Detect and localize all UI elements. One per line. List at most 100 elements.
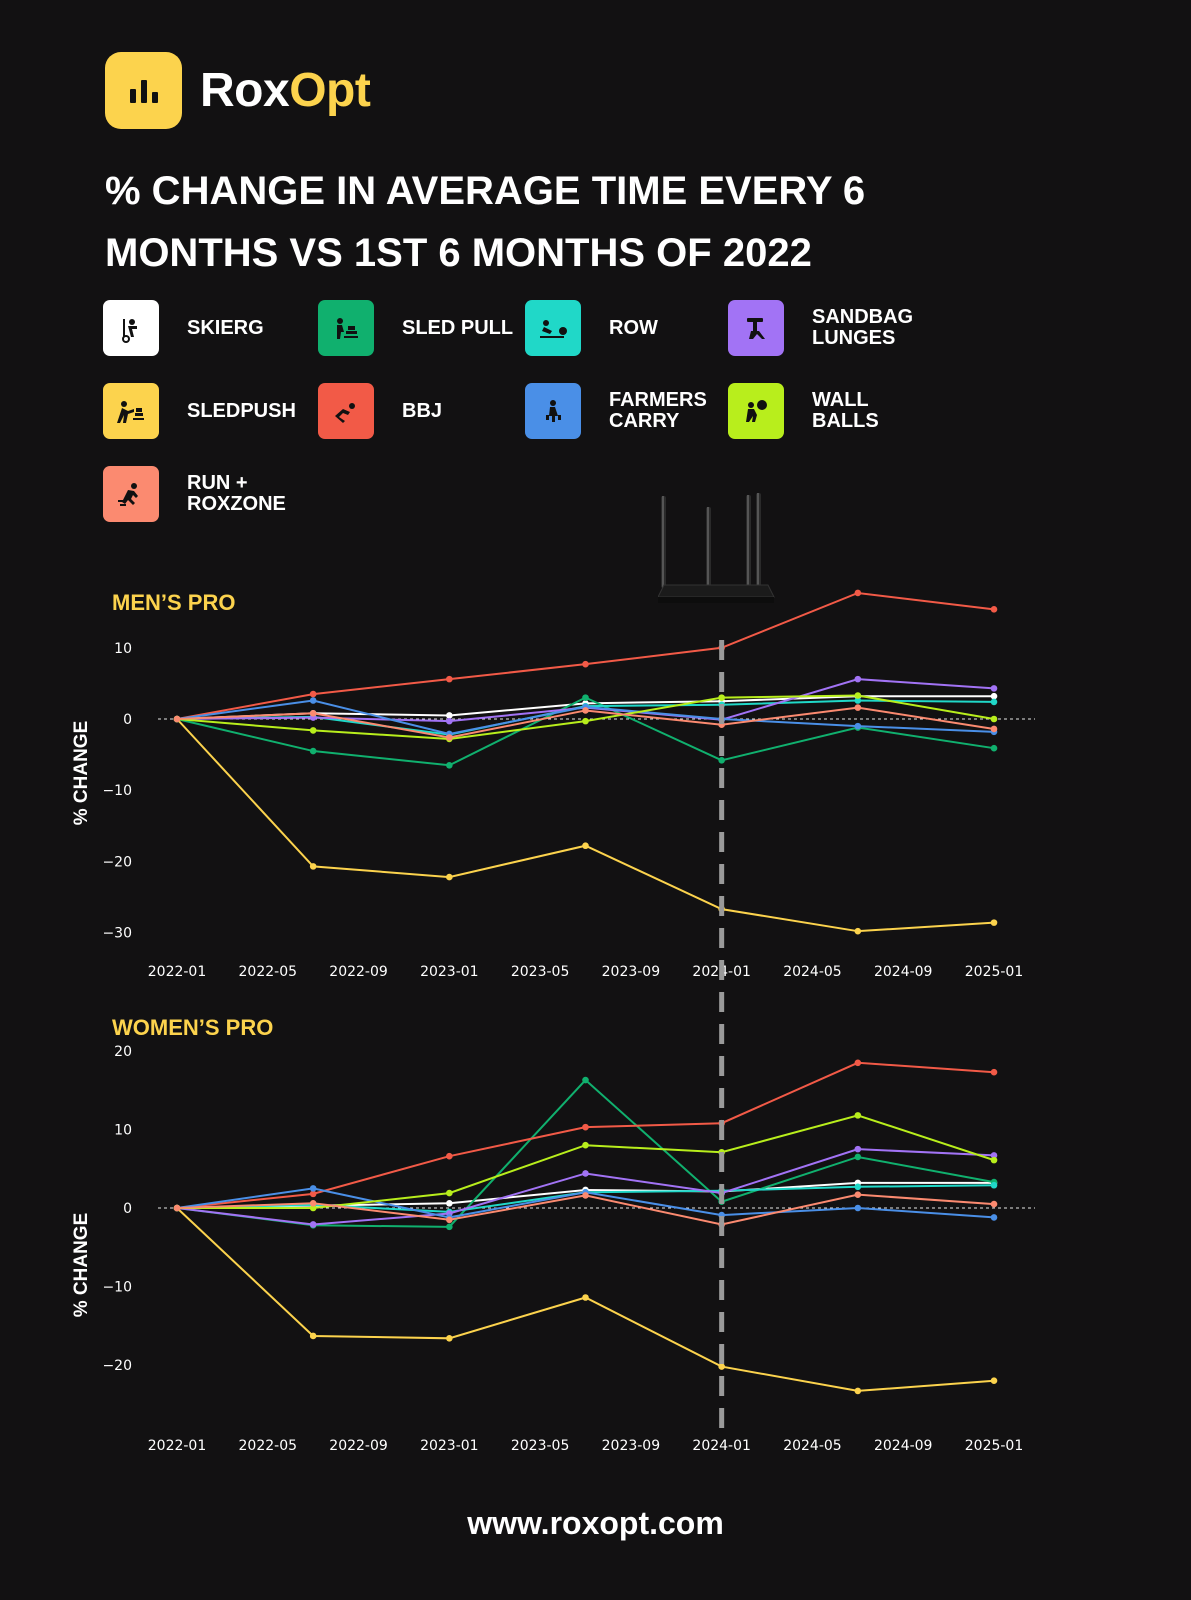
brand-name: RoxOpt — [200, 63, 371, 118]
data-point — [173, 1204, 181, 1212]
data-point — [309, 863, 317, 870]
data-point — [718, 694, 725, 701]
data-point — [854, 1387, 862, 1395]
legend-label: SLEDPUSH — [187, 399, 296, 422]
series-run-roxzone — [173, 1191, 998, 1228]
x-tick-label: 2023-05 — [511, 1438, 570, 1454]
data-point — [309, 1332, 317, 1340]
legend-item: BBJ — [318, 383, 527, 439]
series-wall-balls — [173, 692, 998, 743]
data-point — [582, 1123, 589, 1131]
data-point — [582, 717, 589, 725]
data-point — [446, 873, 453, 881]
data-point — [582, 1076, 589, 1084]
data-point — [309, 697, 317, 704]
data-point — [446, 1152, 453, 1160]
data-point — [854, 692, 862, 699]
data-point — [854, 1112, 862, 1119]
data-point — [309, 690, 317, 698]
data-point — [582, 1294, 589, 1301]
data-point — [446, 1223, 453, 1231]
y-tick-label: 10 — [114, 641, 132, 657]
data-point — [990, 685, 998, 692]
x-tick-label: 2024-05 — [783, 1438, 842, 1454]
skierg-icon — [103, 300, 159, 356]
brand-name-part2: Opt — [289, 64, 371, 117]
x-tick-label: 2024-01 — [692, 1438, 751, 1454]
data-point — [309, 747, 317, 755]
x-tick-label: 2025-01 — [965, 1438, 1024, 1454]
data-point — [582, 660, 589, 668]
y-axis-label: % CHANGE — [71, 721, 92, 826]
x-tick-label: 2024-09 — [874, 1438, 933, 1454]
legend-label: SANDBAG LUNGES — [812, 306, 914, 349]
chart-panel: MEN’S PRO % CHANGE 10 0 −10 −20 −30 2022-01 2022… — [71, 589, 1035, 980]
run-roxzone-icon — [103, 466, 159, 522]
legend-label: SKIERG — [187, 316, 264, 339]
data-point — [854, 722, 862, 730]
brand-header: RoxOpt — [105, 52, 371, 129]
legend-item: SANDBAG LUNGES — [728, 300, 937, 356]
data-point — [854, 1204, 862, 1212]
data-point — [582, 707, 589, 714]
data-point — [854, 927, 862, 935]
data-point — [854, 697, 862, 704]
legend-label: ROW — [609, 316, 658, 339]
data-point — [309, 710, 317, 717]
data-point — [854, 704, 862, 711]
x-tick-label: 2022-01 — [148, 964, 207, 980]
data-point — [854, 1145, 862, 1153]
chart-panel: WOMEN’S PRO % CHANGE 20 10 0 −10 −20 2022-01 202… — [71, 1015, 1035, 1454]
x-tick-label: 2023-05 — [511, 964, 570, 980]
data-point — [990, 1152, 998, 1159]
data-point — [582, 842, 589, 850]
brand-name-part1: Rox — [200, 64, 290, 117]
legend-item: RUN + ROXZONE — [103, 466, 312, 522]
farmers-carry-icon — [525, 383, 581, 439]
data-point — [582, 1170, 589, 1177]
x-tick-label: 2022-09 — [329, 1438, 388, 1454]
data-point — [990, 1156, 998, 1164]
data-point — [990, 1377, 998, 1384]
data-point — [309, 1221, 317, 1228]
data-point — [990, 919, 998, 926]
legend-item: WALL BALLS — [728, 383, 937, 439]
data-point — [582, 1141, 589, 1149]
bar-chart-logo-icon — [105, 52, 182, 129]
data-point — [582, 694, 589, 701]
y-tick-label: −30 — [102, 926, 132, 942]
legend-item: FARMERS CARRY — [525, 383, 734, 439]
data-point — [990, 692, 998, 700]
x-tick-label: 2022-05 — [239, 964, 298, 980]
data-point — [854, 1183, 862, 1191]
data-point — [990, 744, 998, 752]
legend-label: SLED PULL — [402, 316, 514, 339]
legend-item: SLEDPUSH — [103, 383, 312, 439]
data-point — [173, 715, 181, 723]
data-point — [582, 1192, 589, 1199]
y-tick-label: 0 — [123, 712, 132, 728]
data-point — [990, 1068, 998, 1076]
data-point — [309, 727, 317, 734]
data-point — [990, 1200, 998, 1208]
data-point — [309, 1185, 317, 1192]
x-tick-label: 2023-01 — [420, 964, 479, 980]
data-point — [990, 606, 998, 613]
y-tick-label: −10 — [102, 1280, 132, 1296]
data-point — [309, 1199, 317, 1207]
series-sledpush — [173, 715, 998, 935]
router-image — [658, 493, 775, 603]
x-tick-label: 2022-09 — [329, 964, 388, 980]
sandbag-lunges-icon — [728, 300, 784, 356]
legend-item: SLED PULL — [318, 300, 527, 356]
series-sledpush — [173, 1204, 998, 1395]
x-tick-label: 2023-09 — [602, 964, 661, 980]
wall-balls-icon — [728, 383, 784, 439]
series-run-roxzone — [173, 704, 998, 741]
legend-label: FARMERS CARRY — [609, 389, 707, 432]
page-title: % change in average time every 6 months … — [105, 169, 866, 275]
chart-title: MEN’S PRO — [112, 590, 235, 615]
legend-item: ROW — [525, 300, 734, 356]
data-point — [990, 1181, 998, 1189]
